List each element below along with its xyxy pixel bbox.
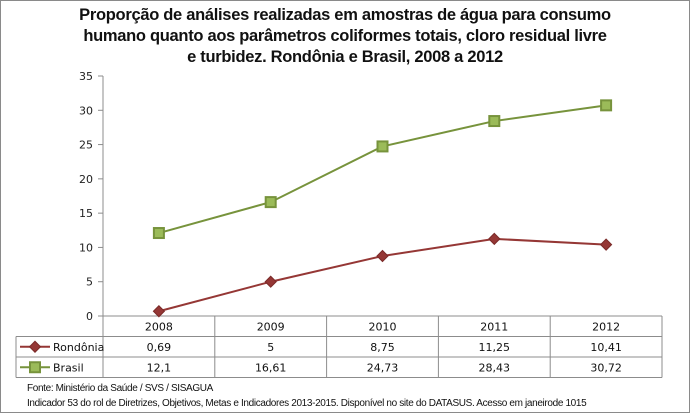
legend-marker-diamond-icon — [28, 340, 42, 353]
y-tick-label: 10 — [79, 241, 93, 254]
y-tick-label: 25 — [79, 139, 93, 152]
data-point-brasil — [488, 115, 501, 128]
series-lines — [158, 104, 607, 313]
data-point-brasil — [376, 140, 389, 153]
table-cell-value: 16,61 — [255, 361, 287, 374]
data-point-rondônia — [488, 232, 501, 246]
series-line-rondônia — [158, 237, 607, 313]
data-point-brasil — [152, 227, 165, 240]
y-tick-label: 35 — [79, 70, 93, 83]
source-line-2: Indicador 53 do rol de Diretrizes, Objet… — [27, 398, 587, 409]
data-point-brasil — [600, 99, 613, 112]
table-cell-value: 5 — [267, 341, 274, 354]
legend-marker-square-icon — [29, 361, 41, 374]
x-category-label: 2009 — [257, 320, 285, 333]
data-point-rondônia — [376, 249, 389, 263]
x-category-label: 2010 — [369, 320, 397, 333]
data-point-rondônia — [599, 238, 613, 251]
table-cell-value: 24,73 — [367, 361, 399, 374]
table-cell-value: 0,69 — [147, 341, 172, 354]
data-point-rondônia — [152, 305, 166, 318]
table-cell-value: 11,25 — [479, 341, 511, 354]
y-tick-label: 30 — [79, 104, 93, 117]
title-line-3: e turbidez. Rondônia e Brasil, 2008 a 20… — [187, 48, 503, 66]
axes: 0 5 10 15 20 25 30 35 — [79, 70, 104, 323]
table-cell-value: 30,72 — [590, 361, 622, 374]
title-line-2: humano quanto aos parâmetros coliformes … — [83, 27, 607, 45]
legend-label: Brasil — [53, 361, 84, 374]
x-category-label: 2012 — [592, 320, 620, 333]
source-line-1: Fonte: Ministério da Saúde / SVS / SISAG… — [27, 383, 213, 394]
title-line-1: Proporção de análises realizadas em amos… — [79, 6, 611, 24]
legend-label: Rondônia — [53, 341, 104, 354]
series-line-brasil — [158, 104, 607, 234]
y-tick-label: 0 — [86, 310, 93, 323]
y-tick-label: 20 — [79, 173, 93, 186]
table-cell-value: 12,1 — [147, 361, 172, 374]
data-point-rondônia — [264, 275, 277, 288]
data-point-brasil — [264, 196, 277, 209]
y-tick-label: 5 — [86, 276, 93, 289]
y-tick-label: 15 — [79, 207, 93, 220]
table-cell-value: 8,75 — [370, 341, 395, 354]
table-cell-value: 28,43 — [479, 361, 511, 374]
chart-title: Proporção de análises realizadas em amos… — [60, 5, 630, 68]
table-cell-value: 10,41 — [590, 341, 622, 354]
data-table: 2008 2009 2010 2011 2012 Rondônia 0,69 5 8,75 11,… — [15, 315, 663, 378]
x-category-label: 2008 — [145, 320, 173, 333]
x-category-label: 2011 — [480, 320, 508, 333]
series-markers — [152, 99, 613, 318]
source-note: Fonte: Ministério da Saúde / SVS / SISAG… — [27, 381, 587, 411]
